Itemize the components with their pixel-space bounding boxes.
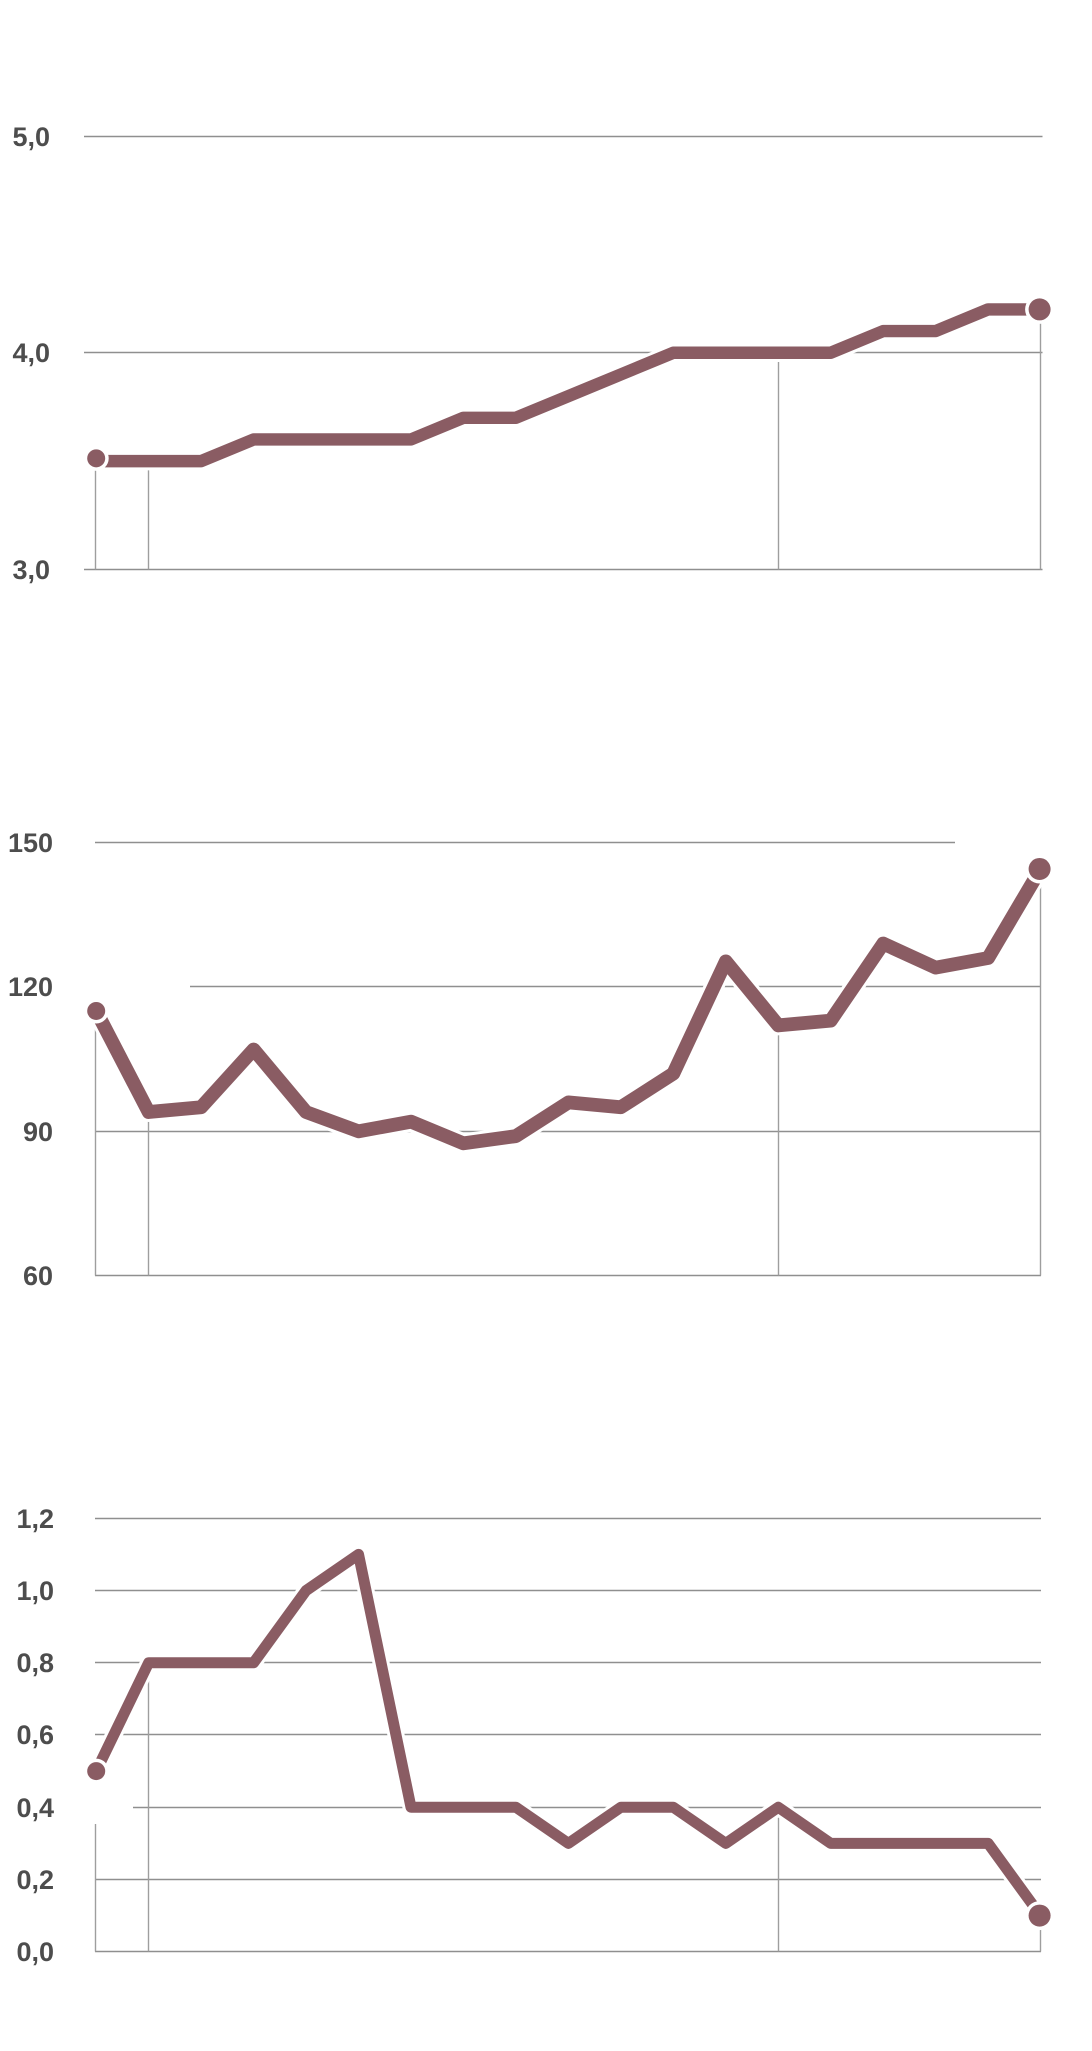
svg-text:1,0: 1,0 [16, 1576, 54, 1606]
svg-text:150: 150 [8, 828, 53, 858]
svg-text:0,6: 0,6 [16, 1720, 54, 1750]
svg-text:5,0: 5,0 [12, 122, 50, 152]
svg-text:1,2: 1,2 [16, 1504, 54, 1534]
svg-text:4,0: 4,0 [12, 338, 50, 368]
svg-text:0,2: 0,2 [16, 1865, 54, 1895]
svg-text:3,0: 3,0 [12, 555, 50, 585]
svg-text:0,4: 0,4 [16, 1793, 54, 1823]
svg-text:0,8: 0,8 [16, 1648, 54, 1678]
svg-text:60: 60 [23, 1261, 53, 1291]
svg-text:0,0: 0,0 [16, 1937, 54, 1967]
svg-text:120: 120 [8, 972, 53, 1002]
svg-text:90: 90 [23, 1117, 53, 1147]
